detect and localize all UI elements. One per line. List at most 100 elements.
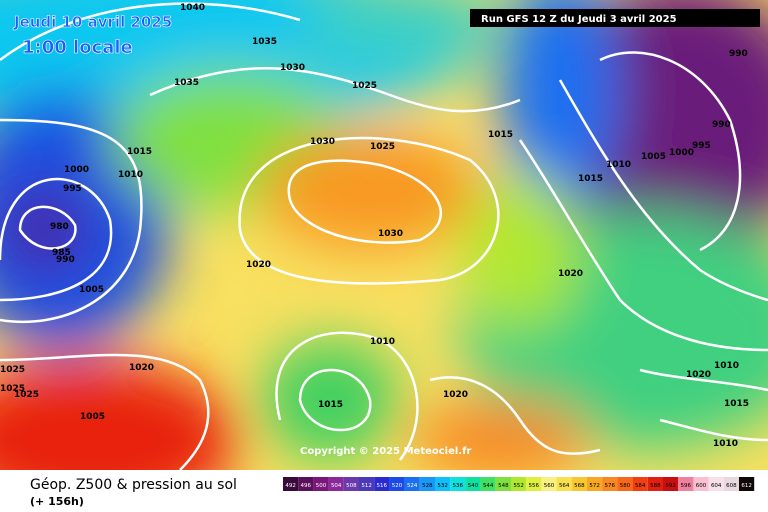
caption-lead: (+ 156h)	[30, 495, 84, 508]
scale-swatch	[617, 477, 633, 491]
isobar-label: 1005	[641, 152, 666, 162]
scale-swatch	[602, 477, 618, 491]
isobar-label: 1010	[118, 170, 143, 180]
scale-swatch	[495, 477, 511, 491]
isobar-label: 1025	[352, 81, 377, 91]
isobar-label: 1025	[14, 390, 39, 400]
scale-swatch	[359, 477, 375, 491]
isobar-label: 1010	[713, 439, 738, 449]
scale-swatch	[313, 477, 329, 491]
isobar-label: 985	[52, 248, 71, 258]
isobar-label: 1015	[724, 399, 749, 409]
isobar-label: 990	[729, 49, 748, 59]
scale-label: 524	[407, 483, 418, 489]
scale-swatch	[587, 477, 603, 491]
scale-label: 612	[741, 483, 752, 489]
scale-swatch	[450, 477, 466, 491]
scale-swatch	[739, 477, 755, 491]
isobar-label: 995	[63, 184, 82, 194]
scale-swatch	[389, 477, 405, 491]
scale-label: 568	[574, 483, 585, 489]
run-banner	[470, 9, 760, 27]
isobar-label: 1020	[558, 269, 583, 279]
valid-time: 1:00 locale	[22, 37, 133, 58]
isobar-label: 1005	[79, 285, 104, 295]
scale-swatch	[343, 477, 359, 491]
scale-label: 604	[711, 483, 722, 489]
isobar-label: 1000	[669, 148, 694, 158]
isobar-label: 1000	[64, 165, 89, 175]
scale-label: 536	[453, 483, 464, 489]
scale-swatch	[541, 477, 557, 491]
isobar-label: 1040	[180, 3, 205, 13]
isobar-label: 1020	[686, 370, 711, 380]
isobar-label: 1010	[714, 361, 739, 371]
scale-swatch	[328, 477, 344, 491]
scale-label: 564	[559, 483, 570, 489]
caption-title: Géop. Z500 & pression au sol	[30, 477, 237, 493]
isobar-label: 1015	[127, 147, 152, 157]
scale-label: 500	[316, 483, 327, 489]
scale-swatch	[723, 477, 739, 491]
isobar-label: 1025	[0, 384, 25, 394]
scale-label: 580	[620, 483, 631, 489]
isobar-label: 1020	[443, 390, 468, 400]
scale-swatch	[511, 477, 527, 491]
scale-swatch	[435, 477, 451, 491]
isobar-label: 1025	[0, 365, 25, 375]
isobar-label: 1015	[318, 400, 343, 410]
scale-label: 532	[437, 483, 448, 489]
isobar-label: 1030	[378, 229, 403, 239]
valid-date: Jeudi 10 avril 2025	[13, 13, 172, 31]
isobar-label: 990	[56, 255, 75, 265]
run-label: Run GFS 12 Z du Jeudi 3 avril 2025	[481, 14, 677, 25]
scale-swatch	[419, 477, 435, 491]
scale-swatch	[404, 477, 420, 491]
scale-label: 560	[544, 483, 555, 489]
isobar-label: 1020	[129, 363, 154, 373]
scale-swatch	[556, 477, 572, 491]
isobar-label: 980	[50, 222, 69, 232]
scale-swatch	[526, 477, 542, 491]
scale-label: 528	[422, 483, 433, 489]
scale-label: 492	[285, 483, 296, 489]
scale-label: 552	[513, 483, 524, 489]
scale-swatch	[708, 477, 724, 491]
scale-label: 504	[331, 483, 342, 489]
scale-swatch	[480, 477, 496, 491]
scale-label: 588	[650, 483, 661, 489]
scale-swatch	[678, 477, 694, 491]
isobar-label: 990	[712, 120, 731, 130]
isobar-label: 1030	[280, 63, 305, 73]
scale-label: 572	[589, 483, 600, 489]
isobar-label: 1015	[488, 130, 513, 140]
color-scale: 492 496 500 504 508 512 516 520 524 528 532 536 540 5…	[283, 477, 755, 491]
scale-label: 544	[483, 483, 494, 489]
scale-swatch	[647, 477, 663, 491]
scale-swatch	[693, 477, 709, 491]
isobar-label: 1025	[370, 142, 395, 152]
scale-label: 556	[529, 483, 540, 489]
scale-label: 592	[665, 483, 676, 489]
scale-swatch	[465, 477, 481, 491]
scale-label: 596	[681, 483, 692, 489]
scale-label: 584	[635, 483, 646, 489]
isobar-label: 1010	[370, 337, 395, 347]
scale-label: 520	[392, 483, 403, 489]
scale-label: 516	[377, 483, 388, 489]
scale-swatch	[632, 477, 648, 491]
isobar-label: 995	[692, 141, 711, 151]
scale-label: 540	[468, 483, 479, 489]
isobar-label: 1010	[606, 160, 631, 170]
isobar-label: 1005	[80, 412, 105, 422]
scale-label: 600	[696, 483, 707, 489]
scale-swatch	[298, 477, 314, 491]
isobar-label: 1020	[246, 260, 271, 270]
scale-swatch	[663, 477, 679, 491]
scale-label: 496	[301, 483, 312, 489]
scale-label: 508	[346, 483, 357, 489]
isobar-label: 1035	[252, 37, 277, 47]
